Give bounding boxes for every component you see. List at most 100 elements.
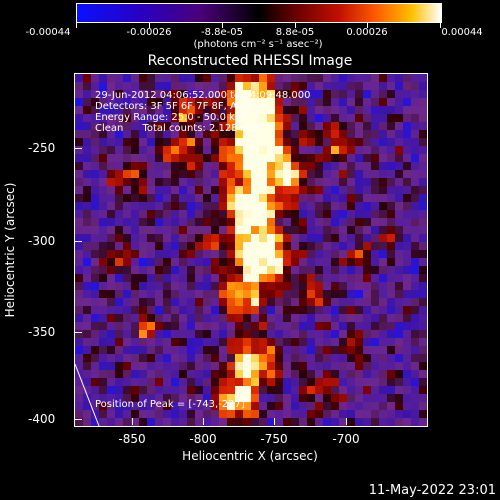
heatmap-cell [299, 114, 307, 122]
heatmap-cell [315, 154, 323, 162]
heatmap-cell [395, 218, 403, 226]
heatmap-cell [275, 362, 283, 370]
heatmap-cell [403, 362, 411, 370]
heatmap-cell [195, 362, 203, 370]
heatmap-cell [187, 242, 195, 250]
heatmap-cell [147, 346, 155, 354]
heatmap-cell [187, 114, 195, 122]
heatmap-cell [275, 370, 283, 378]
heatmap-cell [195, 90, 203, 98]
heatmap-cell [235, 362, 243, 370]
heatmap-cell [355, 74, 363, 82]
heatmap-cell [411, 362, 419, 370]
heatmap-cell [371, 410, 379, 418]
heatmap-cell [315, 362, 323, 370]
heatmap-cell [187, 282, 195, 290]
heatmap-cell [139, 170, 147, 178]
heatmap-cell [403, 202, 411, 210]
heatmap-cell [91, 202, 99, 210]
heatmap-cell [211, 322, 219, 330]
heatmap-cell [171, 82, 179, 90]
heatmap-cell [339, 378, 347, 386]
heatmap-cell [419, 258, 427, 266]
heatmap-cell [115, 234, 123, 242]
heatmap-cell [123, 386, 131, 394]
heatmap-cell [235, 130, 243, 138]
heatmap-cell [155, 90, 163, 98]
heatmap-cell [179, 394, 187, 402]
heatmap-cell [75, 122, 83, 130]
heatmap-cell [251, 274, 259, 282]
heatmap-cell [155, 194, 163, 202]
heatmap-cell [99, 394, 107, 402]
heatmap-cell [123, 218, 131, 226]
heatmap-cell [243, 154, 251, 162]
heatmap-cell [227, 282, 235, 290]
heatmap-cell [323, 266, 331, 274]
colorbar-tick [295, 23, 296, 28]
heatmap-cell [267, 402, 275, 410]
heatmap-cell [131, 218, 139, 226]
heatmap-cell [251, 114, 259, 122]
heatmap-cell [91, 274, 99, 282]
heatmap-cell [227, 74, 235, 82]
heatmap-cell [83, 162, 91, 170]
heatmap-cell [355, 394, 363, 402]
heatmap-cell [235, 378, 243, 386]
heatmap-cell [115, 202, 123, 210]
heatmap-cell [123, 378, 131, 386]
heatmap-cell [219, 82, 227, 90]
heatmap-cell [371, 186, 379, 194]
heatmap-cell [347, 178, 355, 186]
heatmap-cell [259, 106, 267, 114]
heatmap-cell [259, 274, 267, 282]
heatmap-cell [259, 418, 267, 426]
heatmap-cell [379, 90, 387, 98]
heatmap-cell [371, 138, 379, 146]
heatmap-cell [251, 298, 259, 306]
heatmap-cell [147, 354, 155, 362]
heatmap-cell [419, 186, 427, 194]
heatmap-cell [299, 82, 307, 90]
heatmap-cell [355, 266, 363, 274]
heatmap-cell [211, 82, 219, 90]
heatmap-cell [139, 74, 147, 82]
heatmap-cell [107, 362, 115, 370]
heatmap-cell [91, 370, 99, 378]
heatmap-cell [91, 82, 99, 90]
heatmap-cell [291, 194, 299, 202]
heatmap-cell [171, 394, 179, 402]
heatmap-cell [235, 266, 243, 274]
heatmap-cell [259, 226, 267, 234]
heatmap-cell [187, 418, 195, 426]
heatmap-cell [363, 290, 371, 298]
heatmap-cell [83, 186, 91, 194]
heatmap-cell [219, 410, 227, 418]
heatmap-cell [283, 170, 291, 178]
heatmap-cell [147, 250, 155, 258]
heatmap-cell [99, 146, 107, 154]
heatmap-cell [283, 242, 291, 250]
heatmap-cell [411, 162, 419, 170]
heatmap-cell [371, 226, 379, 234]
heatmap-cell [379, 210, 387, 218]
heatmap-cell [339, 186, 347, 194]
heatmap-cell [99, 410, 107, 418]
heatmap-cell [291, 178, 299, 186]
heatmap-cell [155, 74, 163, 82]
heatmap-cell [379, 354, 387, 362]
heatmap-cell [387, 130, 395, 138]
heatmap-cell [347, 330, 355, 338]
heatmap-cell [291, 218, 299, 226]
heatmap-cell [363, 130, 371, 138]
heatmap-cell [243, 274, 251, 282]
heatmap-cell [243, 218, 251, 226]
heatmap-cell [395, 90, 403, 98]
heatmap-cell [115, 106, 123, 114]
heatmap-cell [235, 386, 243, 394]
heatmap-cell [99, 82, 107, 90]
heatmap-cell [331, 162, 339, 170]
x-axis-label: Heliocentric X (arcsec) [182, 449, 318, 463]
heatmap-cell [307, 106, 315, 114]
heatmap-cell [219, 346, 227, 354]
